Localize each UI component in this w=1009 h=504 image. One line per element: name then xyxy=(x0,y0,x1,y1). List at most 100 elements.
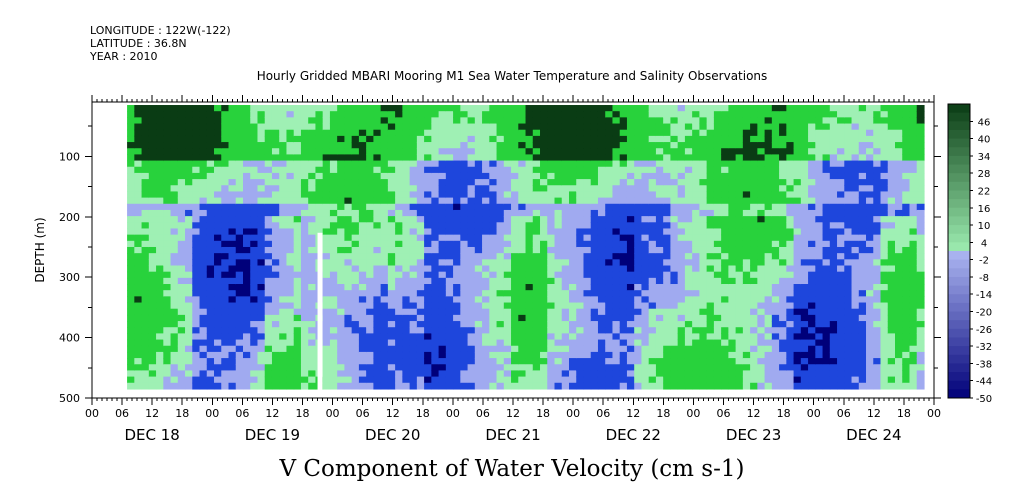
heatmap-cell xyxy=(185,142,193,149)
heatmap-cell xyxy=(445,123,454,131)
heatmap-cell xyxy=(431,240,440,248)
heatmap-cell xyxy=(163,302,172,310)
heatmap-cell xyxy=(561,345,570,353)
heatmap-cell xyxy=(663,191,672,199)
heatmap-cell xyxy=(409,179,418,186)
heatmap-cell xyxy=(808,148,816,155)
heatmap-cell xyxy=(605,185,614,193)
heatmap-cell xyxy=(837,160,845,168)
heatmap-cell xyxy=(837,284,845,291)
heatmap-cell xyxy=(576,284,585,291)
heatmap-cell xyxy=(438,135,447,143)
heatmap-cell xyxy=(402,358,411,365)
heatmap-cell xyxy=(409,240,418,248)
heatmap-cell xyxy=(655,308,664,316)
heatmap-cell xyxy=(851,339,860,347)
heatmap-cell xyxy=(554,222,563,230)
heatmap-cell xyxy=(134,302,143,310)
heatmap-cell xyxy=(540,216,548,223)
heatmap-cell xyxy=(460,321,469,328)
heatmap-cell xyxy=(706,179,715,186)
heatmap-cell xyxy=(844,370,853,378)
heatmap-cell xyxy=(271,179,280,186)
heatmap-cell xyxy=(655,172,664,180)
heatmap-cell xyxy=(221,277,230,285)
heatmap-cell xyxy=(634,191,643,199)
heatmap-cell xyxy=(250,382,259,390)
heatmap-cell xyxy=(887,142,896,149)
heatmap-cell xyxy=(648,321,657,328)
heatmap-cell xyxy=(344,246,353,254)
heatmap-cell xyxy=(728,203,737,211)
heatmap-cell xyxy=(605,216,614,223)
heatmap-cell xyxy=(243,135,251,143)
heatmap-cell xyxy=(199,172,208,180)
heatmap-cell xyxy=(395,160,403,168)
heatmap-cell xyxy=(902,265,911,273)
heatmap-cell xyxy=(670,364,679,372)
heatmap-cell xyxy=(815,370,824,378)
heatmap-cell xyxy=(424,370,432,378)
heatmap-cell xyxy=(192,382,201,390)
heatmap-cell xyxy=(228,339,237,347)
heatmap-cell xyxy=(779,253,787,260)
heatmap-cell xyxy=(170,376,179,384)
heatmap-cell xyxy=(837,345,845,353)
heatmap-cell xyxy=(395,308,403,316)
heatmap-cell xyxy=(815,345,824,353)
heatmap-cell xyxy=(844,111,853,118)
heatmap-cell xyxy=(482,154,490,162)
heatmap-cell xyxy=(684,191,693,199)
heatmap-cell xyxy=(677,296,686,304)
heatmap-cell xyxy=(148,240,157,248)
heatmap-cell xyxy=(655,321,664,328)
heatmap-cell xyxy=(192,191,201,199)
heatmap-cell xyxy=(409,284,418,291)
heatmap-cell xyxy=(453,290,461,297)
heatmap-cell xyxy=(271,321,280,328)
heatmap-cell xyxy=(141,185,150,193)
heatmap-cell xyxy=(590,105,599,112)
heatmap-cell xyxy=(866,234,874,242)
heatmap-cell xyxy=(214,265,222,273)
heatmap-cell xyxy=(808,246,816,254)
heatmap-cell xyxy=(503,148,512,155)
heatmap-cell xyxy=(808,382,816,390)
heatmap-cell xyxy=(141,302,150,310)
heatmap-cell xyxy=(569,376,577,384)
heatmap-cell xyxy=(583,265,592,273)
heatmap-cell xyxy=(416,240,425,248)
heatmap-cell xyxy=(460,209,469,217)
heatmap-cell xyxy=(511,123,519,131)
heatmap-cell xyxy=(670,327,679,334)
heatmap-cell xyxy=(561,228,570,236)
heatmap-cell xyxy=(286,277,295,285)
heatmap-cell xyxy=(858,105,867,112)
heatmap-cell xyxy=(250,216,259,223)
heatmap-cell xyxy=(569,228,577,236)
heatmap-cell xyxy=(344,314,353,322)
heatmap-cell xyxy=(395,314,403,322)
heatmap-cell xyxy=(141,376,150,384)
heatmap-cell xyxy=(300,111,309,118)
heatmap-cell xyxy=(243,111,251,118)
heatmap-cell xyxy=(322,160,331,168)
heatmap-cell xyxy=(271,370,280,378)
heatmap-cell xyxy=(511,160,519,168)
heatmap-cell xyxy=(858,148,867,155)
heatmap-cell xyxy=(728,222,737,230)
heatmap-cell xyxy=(547,351,556,359)
heatmap-cell xyxy=(713,185,722,193)
heatmap-cell xyxy=(474,370,483,378)
heatmap-cell xyxy=(467,376,476,384)
heatmap-cell xyxy=(873,277,882,285)
heatmap-cell xyxy=(626,364,635,372)
heatmap-cell xyxy=(880,314,889,322)
heatmap-cell xyxy=(597,290,606,297)
heatmap-cell xyxy=(663,148,672,155)
heatmap-cell xyxy=(402,327,411,334)
heatmap-cell xyxy=(503,111,512,118)
heatmap-cell xyxy=(206,327,215,334)
heatmap-cell xyxy=(185,259,193,267)
heatmap-cell xyxy=(474,117,483,125)
